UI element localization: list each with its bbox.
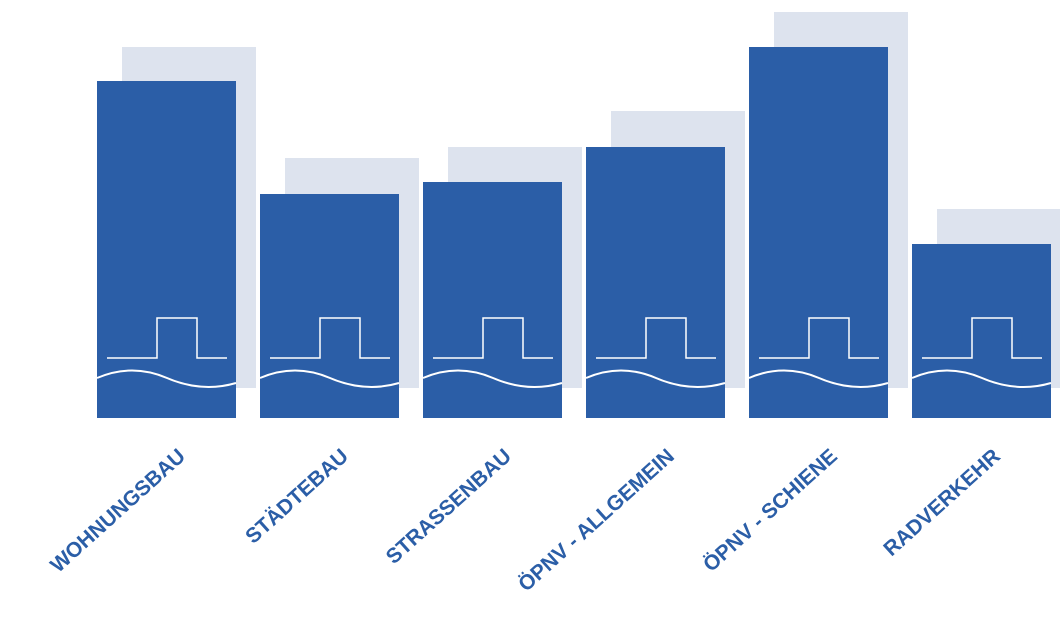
sketch [433, 317, 553, 359]
sketch [748, 369, 889, 388]
category-label: RADVERKEHR [879, 445, 1005, 561]
bar [260, 194, 399, 418]
category-label: WOHNUNGSBAU [46, 445, 190, 578]
category-label: ÖPNV - ALLGEMEIN [514, 445, 679, 597]
sketch [759, 317, 879, 359]
sketch [596, 317, 716, 359]
bar [586, 147, 725, 418]
bar [749, 47, 888, 418]
category-label: ÖPNV - SCHIENE [699, 445, 842, 577]
bar [97, 81, 236, 418]
sketch [270, 317, 390, 359]
bar [423, 182, 562, 418]
sketch [911, 369, 1052, 388]
category-label: STÄDTEBAU [241, 445, 353, 549]
sketch [259, 369, 400, 388]
category-label: STRASSENBAU [382, 445, 516, 569]
sketch [922, 317, 1042, 359]
sketch [585, 369, 726, 388]
sketch [96, 369, 237, 388]
sketch [107, 317, 227, 359]
sketch [422, 369, 563, 388]
bar [912, 244, 1051, 418]
